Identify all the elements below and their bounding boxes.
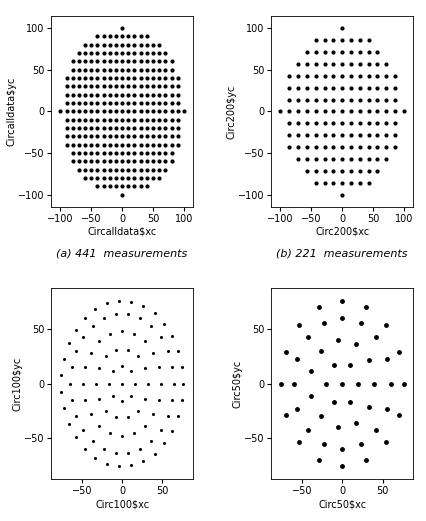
X-axis label: Circ200$xc: Circ200$xc [315,227,369,237]
Y-axis label: Circ50$yc: Circ50$yc [233,359,242,407]
X-axis label: Circ50$xc: Circ50$xc [318,499,366,509]
Y-axis label: Circalldata$yc: Circalldata$yc [6,77,16,146]
X-axis label: Circalldata$xc: Circalldata$xc [87,227,157,237]
Y-axis label: Circ100$yc: Circ100$yc [12,356,22,411]
X-axis label: Circ100$xc: Circ100$xc [95,499,149,509]
Title: (a) 441  measurements: (a) 441 measurements [57,249,188,259]
Title: (b) 221  measurements: (b) 221 measurements [276,249,408,259]
Y-axis label: Circ200$yc: Circ200$yc [226,84,236,139]
